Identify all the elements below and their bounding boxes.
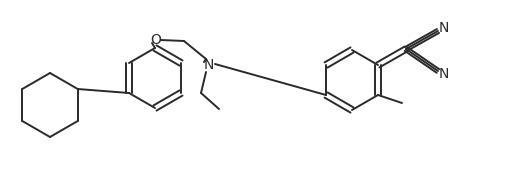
Text: N: N [439,21,449,35]
Text: N: N [204,58,214,72]
Text: N: N [439,67,449,81]
Text: O: O [151,33,162,47]
